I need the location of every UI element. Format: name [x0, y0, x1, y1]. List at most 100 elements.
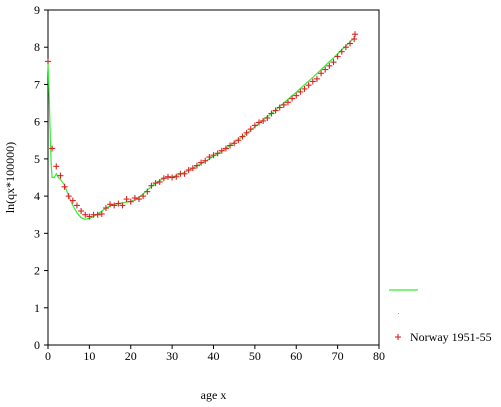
data-point — [78, 208, 85, 214]
data-point — [69, 197, 76, 204]
y-tick-label: 2 — [34, 264, 40, 278]
data-point — [297, 88, 304, 95]
x-tick-label: 10 — [83, 349, 95, 363]
data-point — [206, 154, 213, 161]
y-tick-label: 9 — [34, 3, 40, 17]
data-point — [276, 104, 283, 111]
y-tick-label: 5 — [34, 152, 40, 166]
data-point — [115, 200, 122, 207]
y-tick-label: 0 — [34, 338, 40, 352]
data-point — [305, 82, 312, 89]
data-point — [289, 95, 296, 102]
data-point — [268, 110, 275, 117]
data-point — [231, 140, 238, 147]
data-point — [65, 193, 72, 200]
data-point — [301, 85, 308, 92]
legend-separator-dot — [398, 313, 399, 314]
data-point — [202, 157, 209, 164]
data-point — [347, 40, 354, 47]
data-point — [318, 70, 325, 77]
data-point — [185, 167, 192, 174]
y-tick-label: 6 — [34, 115, 40, 129]
data-point — [260, 117, 267, 124]
data-point — [82, 211, 89, 218]
data-point — [334, 53, 341, 60]
x-tick-label: 70 — [332, 349, 344, 363]
data-point — [98, 210, 105, 217]
data-point — [107, 201, 114, 208]
data-point — [61, 183, 68, 190]
data-point — [227, 142, 234, 149]
plot-frame-group — [47, 9, 380, 346]
data-point — [127, 198, 134, 205]
data-point — [210, 152, 217, 159]
x-axis-label: age x — [201, 388, 227, 402]
data-point — [73, 202, 80, 209]
y-tick-label: 3 — [34, 226, 40, 240]
data-point — [330, 59, 337, 66]
legend-label-norway: Norway 1951-55 — [410, 330, 492, 344]
legend: Norway 1951-55 — [389, 289, 492, 344]
data-point — [256, 119, 263, 126]
x-tick-label: 30 — [166, 349, 178, 363]
data-point — [45, 58, 51, 65]
data-point — [173, 173, 180, 180]
data-point — [214, 150, 221, 157]
data-point — [136, 196, 143, 203]
data-point — [313, 75, 320, 82]
data-point — [284, 99, 291, 106]
legend-plus-marker — [395, 334, 401, 340]
data-point — [352, 31, 359, 38]
y-axis-ticks: 0 1 2 3 4 5 6 7 8 9 — [34, 3, 48, 352]
data-point — [218, 147, 225, 154]
data-point — [156, 178, 163, 185]
data-point — [53, 163, 60, 170]
plot-frame — [47, 9, 380, 346]
data-point — [198, 159, 205, 166]
data-point — [57, 172, 64, 179]
data-point — [94, 211, 101, 218]
data-point — [309, 78, 316, 85]
data-point — [111, 202, 118, 209]
fitted-curve-line — [47, 37, 355, 220]
y-tick-label: 7 — [34, 77, 40, 91]
data-point — [119, 202, 126, 209]
data-point — [181, 170, 188, 177]
data-point — [322, 66, 329, 73]
data-point — [280, 101, 287, 108]
data-point — [239, 133, 246, 140]
data-point — [86, 213, 93, 220]
x-tick-label: 40 — [208, 349, 220, 363]
data-point — [222, 145, 229, 152]
data-point — [152, 180, 159, 187]
data-point — [102, 205, 109, 212]
data-point — [160, 175, 167, 182]
series-points-group — [45, 31, 359, 220]
data-point — [49, 145, 56, 152]
data-point — [351, 36, 358, 43]
data-point — [251, 122, 258, 129]
data-point — [123, 196, 130, 203]
y-tick-label: 4 — [34, 189, 40, 203]
data-point — [264, 114, 271, 121]
x-tick-label: 0 — [45, 349, 51, 363]
data-point — [326, 62, 333, 69]
series-line-group — [47, 37, 355, 220]
data-point — [164, 173, 171, 180]
data-point — [189, 165, 196, 172]
data-point — [131, 194, 138, 201]
y-tick-label: 1 — [34, 301, 40, 315]
x-tick-label: 60 — [290, 349, 302, 363]
data-point — [144, 188, 151, 195]
y-axis-label: ln(qx*100000) — [3, 142, 17, 213]
x-tick-label: 80 — [373, 349, 385, 363]
data-point — [293, 92, 300, 99]
data-point — [235, 137, 242, 144]
data-point — [342, 44, 349, 51]
data-point — [272, 107, 279, 114]
data-point — [338, 48, 345, 55]
x-tick-label: 50 — [249, 349, 261, 363]
data-point — [247, 126, 254, 133]
data-point — [193, 162, 200, 169]
